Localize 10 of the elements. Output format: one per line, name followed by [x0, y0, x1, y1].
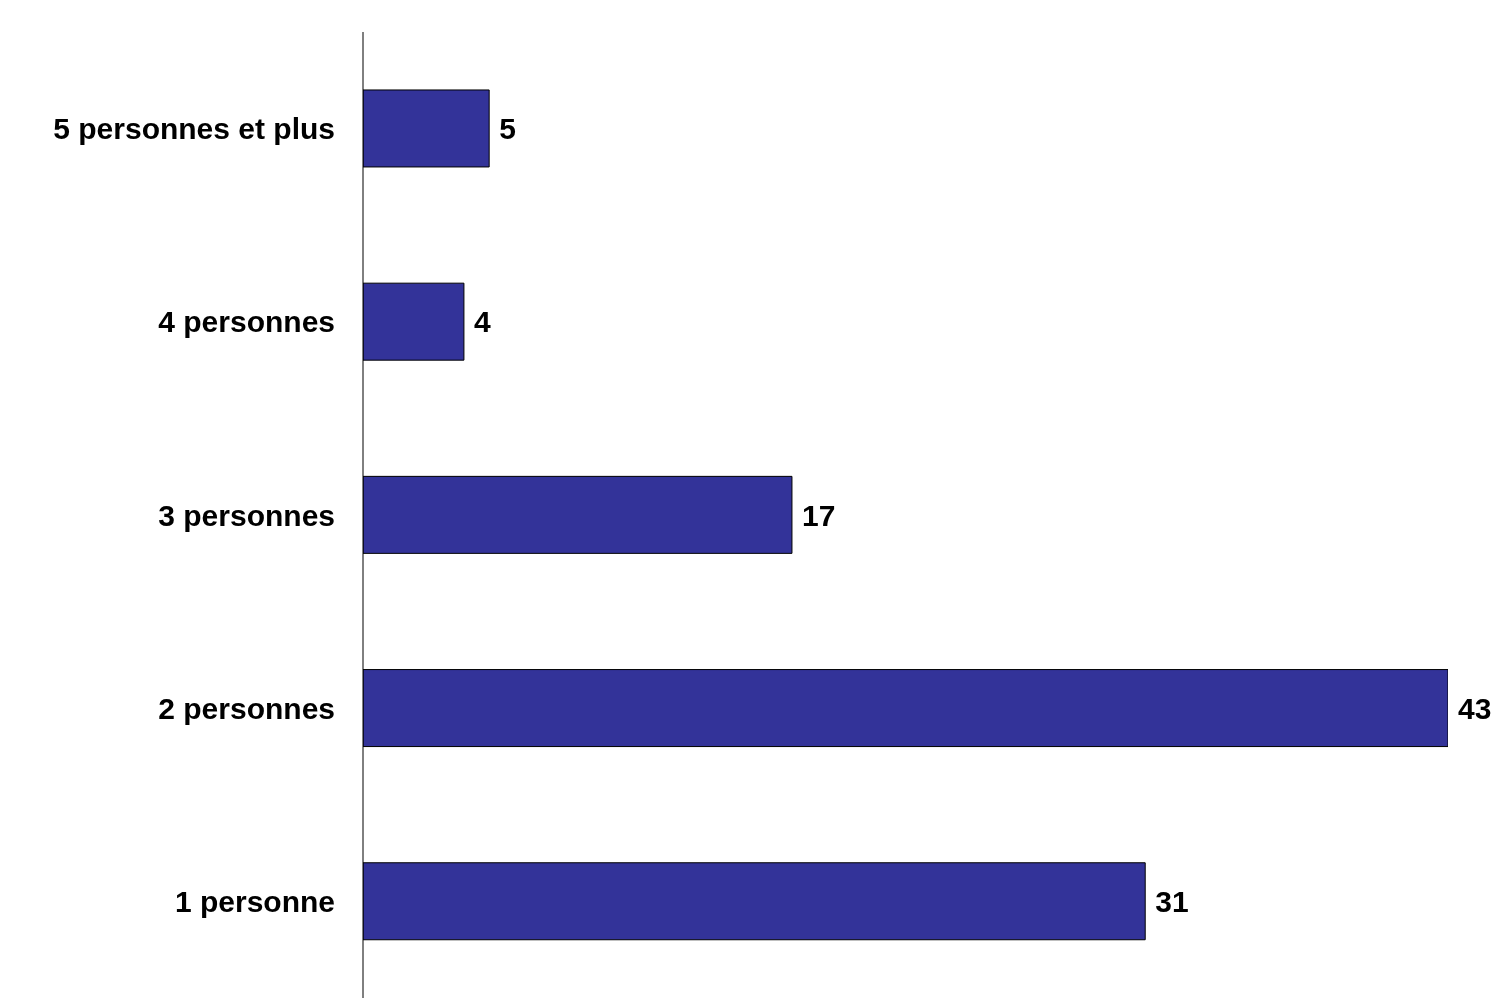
y-tick-label: 3 personnes — [158, 498, 335, 532]
y-tick-label: 1 personne — [174, 885, 335, 919]
data-label: 17 — [801, 498, 836, 532]
y-tick-label: 5 personnes et plus — [53, 112, 335, 146]
data-label: 4 — [473, 305, 491, 339]
y-tick-label: 4 personnes — [158, 305, 335, 339]
data-label: 43 — [1458, 691, 1492, 725]
data-label: 5 — [499, 112, 516, 146]
y-tick-label: 2 personnes — [158, 691, 335, 725]
data-label: 31 — [1155, 884, 1189, 918]
